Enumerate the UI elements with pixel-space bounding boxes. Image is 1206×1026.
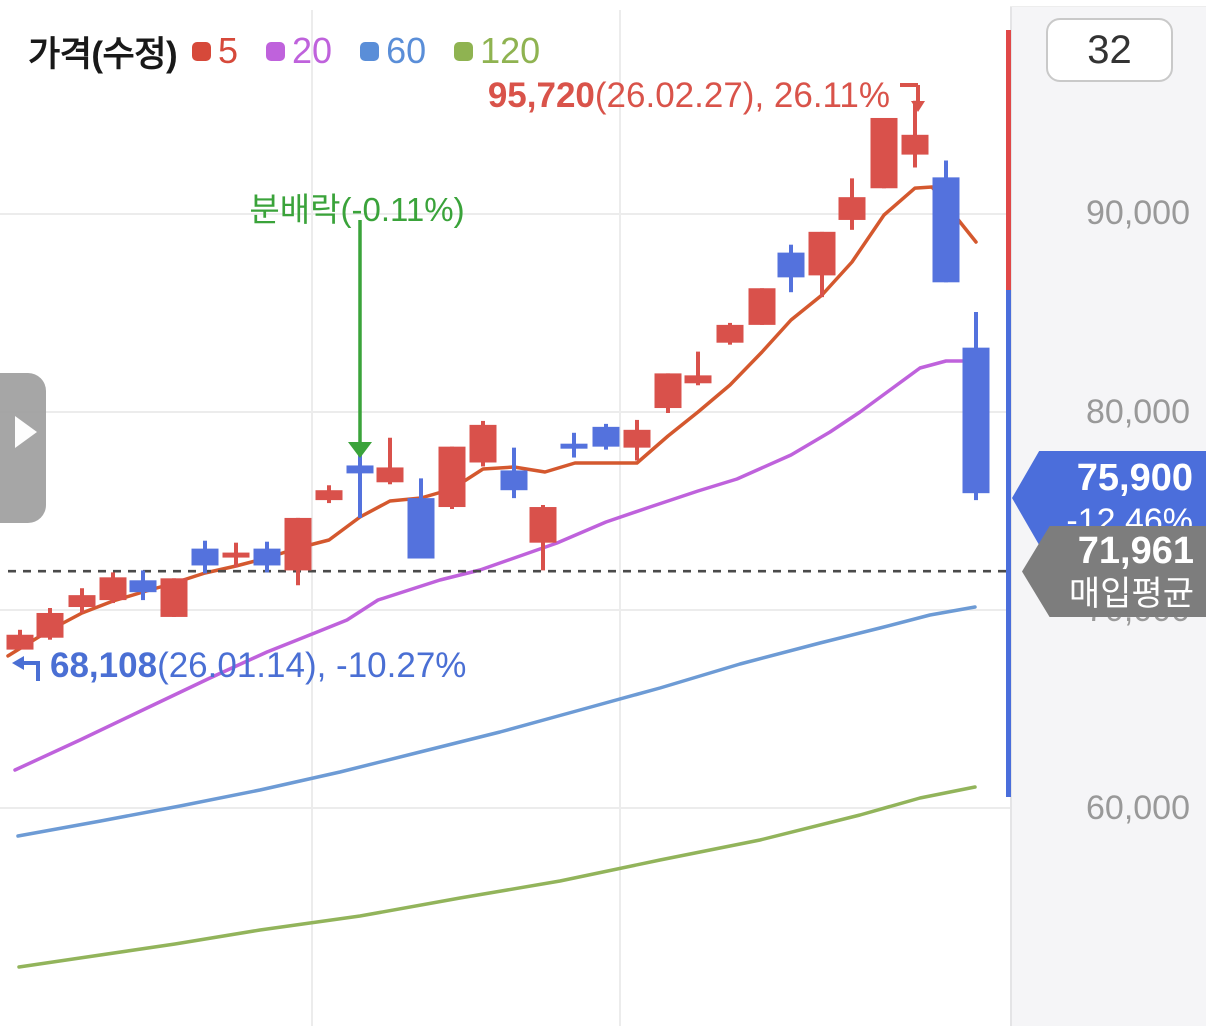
ma120-swatch-icon bbox=[454, 41, 474, 61]
low-price-suffix: (26.01.14), -10.27% bbox=[157, 646, 467, 685]
candle-up bbox=[901, 134, 929, 155]
event-down-arrowhead bbox=[348, 442, 372, 458]
candle-up bbox=[222, 552, 250, 558]
low-price-value: 68,108 bbox=[50, 646, 158, 685]
candle-up bbox=[716, 324, 744, 343]
candle-down bbox=[407, 498, 435, 559]
candle-down bbox=[592, 426, 620, 447]
avg-purchase-value: 71,961 bbox=[1077, 530, 1194, 572]
avg-purchase-badge: 71,961 매입평균 bbox=[1022, 526, 1206, 617]
candle-up bbox=[654, 373, 682, 409]
avg-purchase-label: 매입평균 bbox=[1068, 575, 1194, 613]
legend-ma5[interactable]: 5 bbox=[192, 30, 238, 72]
chart-title: 가격(수정) bbox=[28, 35, 178, 74]
ma5-label: 5 bbox=[218, 30, 239, 71]
chart-plot[interactable] bbox=[0, 0, 1010, 1026]
ma5-swatch-icon bbox=[192, 41, 211, 61]
ma20-swatch-icon bbox=[266, 41, 286, 61]
axis-tick-80000: 80,000 bbox=[1086, 393, 1190, 431]
turn-up-left-arrow-icon bbox=[12, 656, 40, 681]
candle-up bbox=[529, 507, 557, 543]
candle-count-box[interactable]: 32 bbox=[1046, 18, 1173, 82]
candle-up bbox=[438, 446, 466, 508]
candle-down bbox=[962, 347, 990, 494]
ma60-line bbox=[16, 605, 977, 838]
candle-up bbox=[623, 429, 651, 448]
current-price-value: 75,900 bbox=[1076, 457, 1193, 499]
candle-up bbox=[36, 612, 64, 638]
chevron-right-icon bbox=[15, 416, 37, 448]
ma60-swatch-icon bbox=[360, 41, 380, 61]
low-price-annotation: 68,108(26.01.14), -10.27% bbox=[8, 646, 466, 686]
legend-ma60[interactable]: 60 bbox=[360, 30, 426, 72]
sidebar-expand-handle[interactable] bbox=[0, 373, 46, 523]
candle-up bbox=[6, 634, 34, 650]
high-price-value: 95,720 bbox=[487, 76, 595, 115]
candle-down bbox=[129, 580, 157, 593]
candle-down bbox=[346, 465, 374, 474]
candle-up bbox=[284, 517, 312, 571]
candle-up bbox=[748, 288, 776, 325]
candle-count-value: 32 bbox=[1087, 27, 1132, 72]
candle-up bbox=[315, 490, 343, 501]
range-bar-down bbox=[1006, 290, 1011, 797]
ma20-line bbox=[13, 359, 965, 772]
candle-up bbox=[838, 197, 866, 220]
candlestick-chart-canvas[interactable]: 가격(수정) 5 20 60 120 95,720(26.02.27), 26.… bbox=[0, 0, 1010, 1026]
axis-tick-60000: 60,000 bbox=[1086, 789, 1190, 827]
candle-down bbox=[253, 548, 281, 566]
candle-down bbox=[500, 470, 528, 491]
candle-up bbox=[160, 578, 188, 617]
candle-up bbox=[469, 424, 497, 463]
candle-up bbox=[808, 231, 836, 276]
candle-up bbox=[68, 595, 96, 608]
ma-legend: 5 20 60 120 bbox=[192, 30, 540, 72]
distribution-event-label: 분배락(-0.11%) bbox=[249, 191, 465, 228]
candle-up bbox=[99, 577, 127, 601]
candle-up bbox=[376, 467, 404, 483]
range-bar-up bbox=[1006, 30, 1011, 290]
legend-ma20[interactable]: 20 bbox=[266, 30, 332, 72]
candle-down bbox=[560, 443, 588, 449]
candle-down bbox=[777, 252, 805, 278]
high-price-suffix: (26.02.27), 26.11% bbox=[594, 76, 890, 115]
axis-tick-90000: 90,000 bbox=[1086, 194, 1190, 232]
distribution-event-annotation: 분배락(-0.11%) bbox=[157, 183, 557, 231]
turn-down-arrow-icon bbox=[900, 83, 925, 112]
candle-down bbox=[932, 177, 960, 283]
ma120-label: 120 bbox=[480, 30, 541, 71]
ma120-line bbox=[17, 785, 977, 969]
candle-up bbox=[684, 375, 712, 384]
high-price-annotation: 95,720(26.02.27), 26.11% bbox=[420, 76, 930, 116]
legend-ma120[interactable]: 120 bbox=[454, 30, 540, 72]
ma60-label: 60 bbox=[386, 30, 427, 71]
ma20-label: 20 bbox=[292, 30, 333, 71]
candle-down bbox=[191, 548, 219, 566]
candle-up bbox=[870, 117, 898, 189]
